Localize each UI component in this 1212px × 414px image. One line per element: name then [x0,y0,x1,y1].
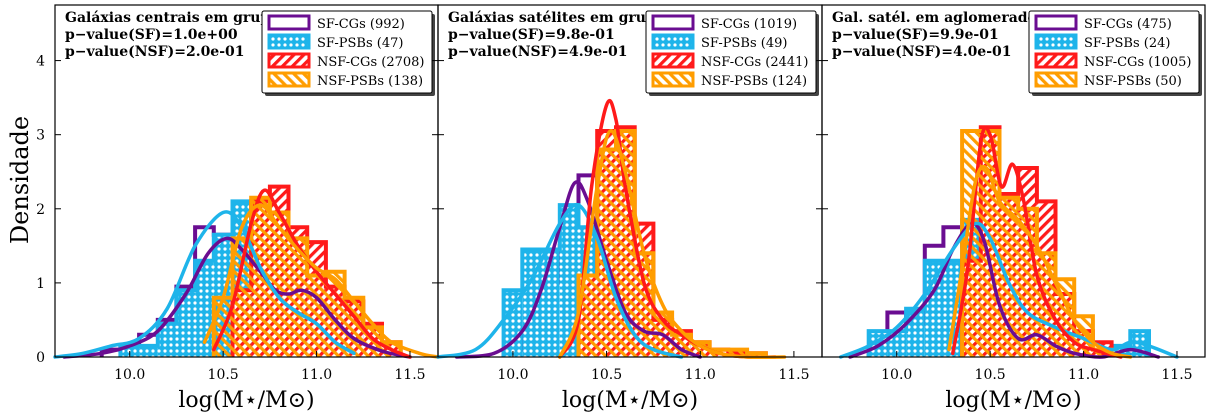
x-tick-label: 10.0 [114,367,145,383]
histogram-bar [728,349,747,357]
panel-title: Galáxias satélites em grupos [448,10,673,26]
kde-curve [951,125,1123,359]
legend-label: SF-CGs (992) [317,17,405,32]
legend-swatch [267,71,311,88]
histogram-bar [690,342,710,357]
histogram-bar [503,290,523,357]
legend-swatch [1034,33,1078,50]
legend-label: NSF-CGs (1005) [1084,55,1191,70]
kde-curve [454,180,702,359]
legend: SF-CGs (1019) SF-PSBs (49) NSF-CGs (2441) N… [645,10,819,96]
x-tick-label: 11.5 [394,367,425,383]
legend-label: SF-CGs (475) [1084,17,1172,32]
legend-swatch [651,33,695,50]
y-tick-label: 0 [36,350,45,366]
kde-curve [947,164,1133,359]
panel-title: Gal. satél. em aglomerados [832,10,1045,26]
histogram-bar [288,238,308,357]
histogram-bar [232,238,252,357]
x-axis-label: log(M⋆/M⊙) [178,388,314,413]
histogram-bar [559,205,579,357]
p-value-annotation: p−value(SF)=9.9e-01 [832,27,999,43]
legend-label: NSF-PSBs (124) [701,74,807,89]
x-tick-label: 10.5 [208,367,239,383]
legend: SF-CGs (992) SF-PSBs (47) NSF-CGs (2708) NS… [261,10,435,96]
histogram-bar [597,149,616,357]
histogram-bar [307,275,326,357]
x-tick-label: 11.0 [685,367,716,383]
x-tick-label: 10.0 [881,367,912,383]
legend-swatch [267,14,311,31]
histogram-bar [269,212,289,357]
legend-label: SF-CGs (1019) [701,17,797,32]
panel-title: Galáxias centrais em grupos [65,10,288,26]
legend-label: NSF-CGs (2441) [701,55,808,70]
y-tick-label: 4 [36,54,45,70]
legend-label: SF-PSBs (49) [701,36,787,51]
legend-label: NSF-PSBs (50) [1084,74,1182,89]
y-tick-label: 1 [36,276,45,292]
p-value-annotation: p−value(NSF)=4.0e-01 [832,44,1012,60]
histogram-bar [522,249,541,357]
x-axis-label: log(M⋆/M⊙) [945,388,1081,413]
legend-swatch [267,52,311,69]
histogram-bar [251,197,270,357]
legend-swatch [1034,52,1078,69]
legend: SF-CGs (475) SF-PSBs (24) NSF-CGs (1005) NS… [1028,10,1202,96]
panel-2: 10.0 10.5 11.0 11.5 log(M⋆/M⊙) Galáxias satél… [432,4,823,413]
legend-swatch [267,33,311,50]
histogram-outline [960,129,1114,357]
legend-swatch [651,52,695,69]
p-value-annotation: p−value(SF)=9.8e-01 [448,27,615,43]
x-tick-label: 10.5 [591,367,622,383]
legend-label: NSF-CGs (2708) [317,55,424,70]
plot-frame [821,4,1206,358]
legend-swatch [1034,71,1078,88]
histogram-bar [157,323,177,357]
x-tick-label: 11.5 [1161,367,1192,383]
y-tick-label: 2 [36,202,45,218]
legend-label: NSF-PSBs (138) [317,74,423,89]
histogram-bar [176,290,196,357]
p-value-annotation: p−value(SF)=1.0e+00 [65,27,238,43]
histogram-4 [211,195,403,357]
p-value-annotation: p−value(NSF)=2.0e-01 [65,44,245,60]
kde-curve [202,203,440,359]
kde-curve [53,210,356,359]
legend-swatch [651,71,695,88]
histogram-bar [634,253,654,357]
histogram-bar [139,345,158,357]
kde-curve [838,221,1179,359]
x-tick-label: 10.5 [975,367,1006,383]
legend-swatch [651,14,695,31]
p-value-annotation: p−value(NSF)=4.9e-01 [448,44,628,60]
kde-curve [436,202,684,359]
x-tick-label: 11.5 [778,367,809,383]
x-tick-label: 10.0 [497,367,528,383]
kde-curve [558,129,787,360]
histogram-4 [576,129,768,357]
legend-label: SF-PSBs (24) [1084,36,1170,51]
x-axis-label: log(M⋆/M⊙) [562,388,698,413]
legend-swatch [1034,14,1078,31]
panel-1: 10.0 10.5 11.0 11.5 0 1 2 3 4 log(M⋆/M⊙) Galáxias … [36,4,440,413]
x-tick-label: 11.0 [1068,367,1099,383]
legend-label: SF-PSBs (47) [317,36,403,51]
y-axis-label: Densidade [6,116,34,244]
panel-3: 10.0 10.5 11.0 11.5 log(M⋆/M⊙) Gal. satél. em… [816,4,1206,413]
x-tick-label: 11.0 [301,367,332,383]
y-tick-label: 3 [36,128,45,144]
histogram-bar [999,197,1019,357]
